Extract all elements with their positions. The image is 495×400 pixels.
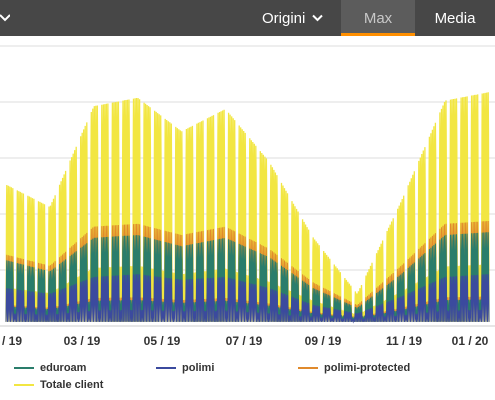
legend-swatch-polimi-protected [298, 367, 318, 369]
tab-max[interactable]: Max [341, 0, 415, 36]
line-chart: / 19 03 / 19 05 / 19 07 / 19 09 / 19 11 / 19 0… [0, 45, 495, 348]
series-line-polimi [5, 274, 490, 324]
x-tick-label: / 19 [2, 334, 22, 348]
series-line-totale-client [5, 92, 490, 322]
active-tab-indicator [341, 33, 415, 36]
x-tick-label: 11 / 19 [386, 334, 422, 348]
legend-label: polimi-protected [324, 362, 411, 374]
tab-media-label: Media [434, 9, 476, 27]
x-axis-ticks: / 19 03 / 19 05 / 19 07 / 19 09 / 19 11 / 19 0… [2, 334, 489, 348]
legend-swatch-eduroam [14, 367, 34, 369]
legend-item-eduroam[interactable]: eduroam [14, 362, 86, 374]
top-bar: Origini Max Media [0, 0, 495, 36]
x-tick-label: 03 / 19 [64, 334, 101, 348]
x-tick-label: 09 / 19 [305, 334, 342, 348]
tab-media[interactable]: Media [415, 0, 495, 36]
legend-item-polimi[interactable]: polimi [156, 362, 214, 374]
chevron-down-icon[interactable] [0, 8, 10, 28]
tab-max-label: Max [363, 9, 393, 27]
legend-item-totale-client[interactable]: Totale client [14, 379, 103, 391]
legend-label: eduroam [40, 362, 87, 374]
origini-label: Origini [262, 9, 306, 27]
legend-item-polimi-protected[interactable]: polimi-protected [298, 362, 410, 374]
legend-label: polimi [182, 362, 215, 374]
x-tick-label: 05 / 19 [144, 334, 181, 348]
legend-swatch-totale-client [14, 384, 34, 386]
chevron-down-icon [312, 14, 324, 22]
legend-label: Totale client [40, 379, 104, 391]
origini-dropdown[interactable]: Origini [262, 0, 324, 36]
legend-swatch-polimi [156, 367, 176, 369]
series-layer [5, 92, 490, 324]
x-tick-label: 01 / 20 [452, 334, 489, 348]
x-tick-label: 07 / 19 [226, 334, 263, 348]
